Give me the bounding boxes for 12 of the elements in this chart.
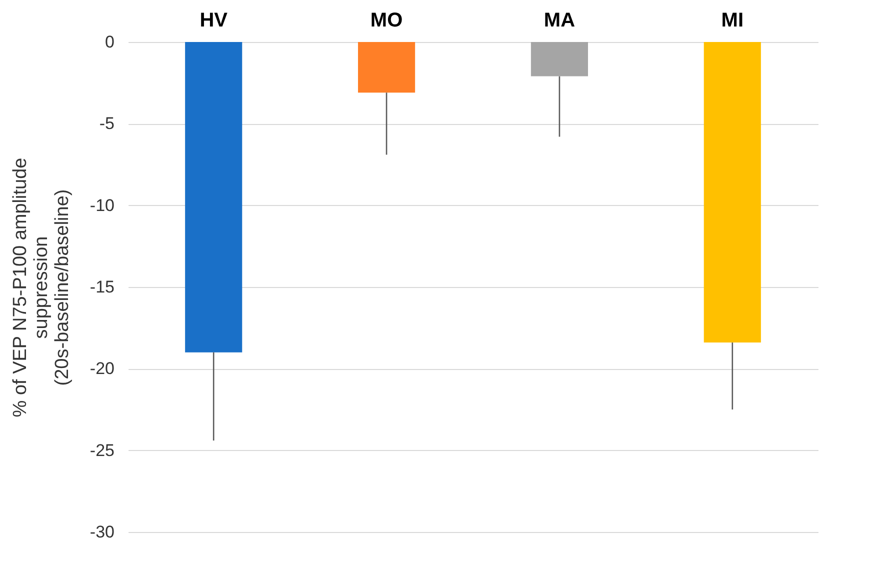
y-tick-label: -15 [90, 278, 114, 296]
y-tick-label: -20 [90, 359, 114, 378]
y-axis-title: % of VEP N75-P100 amplitude suppression (20s-baseline/baseline) [10, 158, 73, 418]
y-tick-label: -25 [90, 440, 114, 460]
x-tick-label: HV [200, 10, 228, 32]
x-tick-label: MI [721, 10, 744, 32]
x-tick-label: MO [370, 10, 403, 32]
y-tick-label: -10 [90, 196, 114, 215]
y-tick-label: 0 [105, 32, 114, 52]
x-tick-label: MA [544, 10, 576, 32]
y-tick-label: -30 [90, 522, 114, 542]
y-tick-label: -5 [99, 114, 114, 134]
